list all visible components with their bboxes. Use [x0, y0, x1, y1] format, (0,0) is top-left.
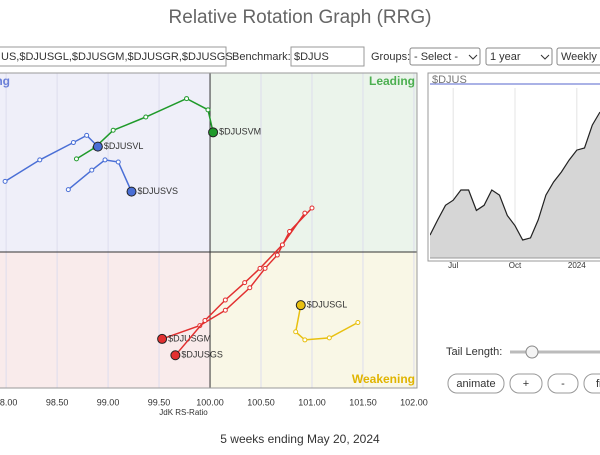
- x-tick-label: 98.50: [46, 397, 69, 407]
- tail-head: [295, 300, 306, 311]
- x-tick-label: Jul: [448, 261, 458, 270]
- x-tick-label: 100.50: [247, 397, 275, 407]
- dropdown-arrow: [540, 54, 550, 60]
- series-label: $DJUSVM: [219, 127, 261, 137]
- x-tick-label: 99.50: [148, 397, 171, 407]
- tail-point: [73, 156, 79, 162]
- tail-point: [184, 96, 190, 102]
- tail-point: [65, 187, 71, 193]
- tail-point: [84, 132, 90, 138]
- x-tick-label: 2024: [568, 261, 586, 270]
- tail-point: [2, 178, 8, 184]
- symbols-input[interactable]: [0, 46, 227, 67]
- more-text: fi: [596, 378, 600, 390]
- x-tick-label: 100.00: [196, 397, 224, 407]
- series-label: $DJUSGL: [307, 300, 348, 310]
- benchmark-label: Benchmark:: [232, 51, 291, 63]
- tail-point: [274, 252, 280, 258]
- tail-point: [242, 280, 248, 286]
- tail-point: [257, 265, 263, 271]
- groups-text: - Select -: [414, 51, 458, 63]
- tail-head: [208, 127, 219, 138]
- tail-point: [37, 157, 43, 163]
- x-tick-label: 101.00: [298, 397, 326, 407]
- mini-plot: [430, 88, 600, 258]
- more-button[interactable]: [583, 373, 600, 394]
- quadrant-leading: [210, 73, 417, 252]
- plus-text: +: [523, 378, 529, 390]
- benchmark-chart: Jul Oct 2024 $DJUS: [430, 74, 600, 270]
- quadrant-lagging: [0, 251, 211, 388]
- tails: $DJUSVM$DJUSVL$DJUSVS$DJUSGL$DJUSGM$DJUS…: [2, 96, 361, 361]
- animate-text: animate: [456, 378, 495, 390]
- benchmark-text: $DJUS: [294, 51, 329, 63]
- symbols-text: US,$DJUSGL,$DJUSGM,$DJUSGR,$DJUSGS: [1, 51, 233, 63]
- series-label: $DJUSVL: [104, 141, 144, 151]
- tail-point: [222, 307, 228, 313]
- tail-point: [293, 329, 299, 335]
- tail-head: [92, 141, 103, 152]
- period-text: 1 year: [490, 51, 521, 63]
- plus-button[interactable]: [509, 373, 543, 394]
- area-line: [430, 111, 600, 241]
- period-select[interactable]: [485, 47, 553, 66]
- frequency-text: Weekly: [561, 51, 597, 63]
- series-label: $DJUSGS: [181, 350, 223, 360]
- frequency-select[interactable]: [556, 47, 600, 66]
- x-tick-label: Oct: [509, 261, 522, 270]
- groups-label: Groups:: [371, 51, 410, 63]
- plot-border: [0, 72, 418, 389]
- slider-knob[interactable]: [525, 345, 539, 359]
- tail-head: [170, 350, 181, 361]
- quadrant-weakening: [210, 251, 417, 388]
- tail-point: [279, 242, 285, 248]
- tail-point: [143, 114, 149, 120]
- tail-point: [222, 297, 228, 303]
- tail-head: [126, 186, 137, 197]
- benchmark-input[interactable]: [290, 46, 365, 67]
- tail-point: [205, 107, 211, 113]
- groups-select[interactable]: [409, 47, 481, 66]
- tail-point: [302, 210, 308, 216]
- x-tick-label: 101.50: [349, 397, 377, 407]
- animate-button[interactable]: [447, 373, 505, 394]
- rrg-chart: 98.00 98.50 99.00 99.50 100.00 100.50 101.00 10…: [0, 72, 428, 417]
- dropdown-arrow: [468, 54, 478, 60]
- tail-point: [262, 265, 268, 271]
- tail-point: [110, 127, 116, 133]
- tail-point: [326, 335, 332, 341]
- tail-point: [115, 159, 121, 165]
- quadrant-improving: [0, 73, 211, 252]
- tail-point: [247, 285, 253, 291]
- quadrant-label: Weakening: [352, 372, 415, 386]
- tail-point: [89, 167, 95, 173]
- tail-point: [302, 337, 308, 343]
- quadrant-label: Improving: [0, 74, 10, 88]
- quadrant-label: Leading: [369, 74, 415, 88]
- x-tick-label: 98.00: [0, 397, 17, 407]
- tail-length-label: Tail Length:: [446, 346, 502, 358]
- series-label: $DJUSVS: [138, 186, 179, 196]
- tail-head: [157, 333, 168, 344]
- footer-caption: 5 weeks ending May 20, 2024: [220, 432, 380, 446]
- tail-point: [202, 318, 208, 323]
- tail-point: [309, 205, 315, 211]
- x-axis-label: JdK RS-Ratio: [159, 408, 208, 417]
- x-tick-label: 102.00: [400, 397, 428, 407]
- tail-point: [70, 140, 76, 146]
- tail-point: [355, 320, 361, 326]
- minus-button[interactable]: [547, 373, 579, 394]
- app-title: Relative Rotation Graph (RRG): [169, 7, 432, 28]
- tail-point: [102, 157, 108, 163]
- tail-line: [161, 207, 313, 340]
- mini-chart-label: $DJUS: [432, 74, 467, 86]
- area-fill: [430, 112, 600, 258]
- minus-text: -: [561, 378, 565, 390]
- x-tick-label: 99.00: [97, 397, 120, 407]
